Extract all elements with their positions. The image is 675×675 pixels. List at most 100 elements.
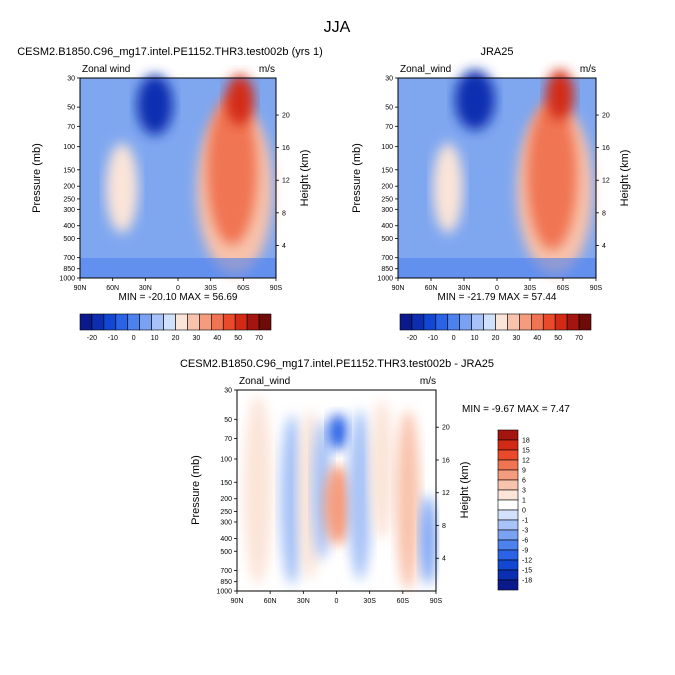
y-tick-label: 30 bbox=[67, 76, 75, 83]
y-tick-label: 30 bbox=[385, 76, 393, 83]
colorbar-swatch bbox=[497, 569, 519, 581]
y-right-tick-label: 4 bbox=[602, 243, 606, 250]
colorbar-label: 50 bbox=[554, 335, 562, 342]
panel-obs-stats: MIN = -21.79 MAX = 57.44 bbox=[438, 292, 557, 303]
panel-model-axes: 305070100150200250300400500700850100090N… bbox=[59, 76, 289, 293]
y-tick-label: 1000 bbox=[216, 589, 232, 596]
y-tick-label: 100 bbox=[63, 144, 75, 151]
obs-jet-south-core bbox=[527, 100, 577, 250]
y-tick-label: 50 bbox=[385, 105, 393, 112]
colorbar-swatch bbox=[399, 313, 413, 331]
y-right-tick-label: 8 bbox=[602, 210, 606, 217]
colorbar-swatch bbox=[497, 519, 519, 531]
colorbar-swatch bbox=[497, 549, 519, 561]
colorbar-swatch bbox=[497, 479, 519, 491]
panel-model-title: CESM2.B1850.C96_mg17.intel.PE1152.THR3.t… bbox=[17, 46, 323, 58]
colorbar-label: 70 bbox=[575, 335, 583, 342]
colorbar-swatch bbox=[542, 313, 556, 331]
colorbar-label: 30 bbox=[512, 335, 520, 342]
colorbar-label: 15 bbox=[522, 448, 530, 455]
diff-band-b bbox=[280, 415, 304, 585]
panel-obs-axes: 305070100150200250300400500700850100090N… bbox=[377, 76, 609, 293]
figure-title: JJA bbox=[324, 19, 351, 36]
y-tick-label: 400 bbox=[381, 223, 393, 230]
panel-diff-subtitle-right: m/s bbox=[420, 376, 436, 387]
colorbar-swatch bbox=[507, 313, 520, 331]
x-tick-label: 60N bbox=[425, 285, 438, 292]
colorbar-label: -6 bbox=[522, 538, 528, 545]
x-tick-label: 60N bbox=[264, 598, 277, 605]
colorbar-label: -3 bbox=[522, 528, 528, 535]
y-tick-label: 250 bbox=[381, 196, 393, 203]
colorbar-label: 0 bbox=[522, 508, 526, 515]
diff-band-e bbox=[348, 410, 372, 580]
x-tick-label: 0 bbox=[495, 285, 499, 292]
colorbar-swatch bbox=[187, 313, 200, 331]
panel-model-stats: MIN = -20.10 MAX = 56.69 bbox=[119, 292, 238, 303]
panel-model-plot bbox=[79, 75, 277, 279]
colorbar-swatch bbox=[103, 313, 117, 331]
y-tick-label: 250 bbox=[220, 509, 232, 516]
colorbar-label: 9 bbox=[522, 468, 526, 475]
colorbar-swatch bbox=[497, 559, 519, 571]
y-right-tick-label: 20 bbox=[442, 425, 450, 432]
x-tick-label: 60S bbox=[557, 285, 570, 292]
colorbar-swatch bbox=[531, 313, 544, 331]
colorbar-swatch bbox=[497, 429, 519, 441]
colorbar-label: 12 bbox=[522, 458, 530, 465]
y-right-tick-label: 8 bbox=[442, 523, 446, 530]
panel-obs-subtitle-left: Zonal_wind bbox=[400, 64, 451, 75]
y-tick-label: 500 bbox=[381, 236, 393, 243]
model-north-jet bbox=[106, 143, 138, 233]
y-right-tick-label: 12 bbox=[442, 490, 450, 497]
colorbar-swatch bbox=[497, 539, 519, 551]
panel-diff-title: CESM2.B1850.C96_mg17.intel.PE1152.THR3.t… bbox=[180, 358, 494, 370]
colorbar-swatch bbox=[423, 313, 437, 331]
x-tick-label: 30S bbox=[363, 598, 376, 605]
y-right-tick-label: 8 bbox=[282, 210, 286, 217]
y-tick-label: 200 bbox=[220, 496, 232, 503]
colorbar-swatch bbox=[447, 313, 460, 331]
colorbar-label: -15 bbox=[522, 568, 532, 575]
colorbar-swatch bbox=[115, 313, 129, 331]
y-right-tick-label: 16 bbox=[442, 457, 450, 464]
colorbar-label: 40 bbox=[213, 335, 221, 342]
colorbar-label: -20 bbox=[87, 335, 97, 342]
colorbar-swatch bbox=[519, 313, 532, 331]
x-tick-label: 90S bbox=[270, 285, 283, 292]
colorbar-label: 50 bbox=[234, 335, 242, 342]
panel-model-ylabel-right: Height (km) bbox=[299, 150, 311, 207]
colorbar-swatch bbox=[435, 313, 449, 331]
colorbar-swatch bbox=[554, 313, 568, 331]
y-tick-label: 400 bbox=[220, 536, 232, 543]
colorbar-swatch bbox=[495, 313, 508, 331]
y-right-tick-label: 16 bbox=[602, 145, 610, 152]
x-tick-label: 60N bbox=[106, 285, 119, 292]
x-tick-label: 0 bbox=[335, 598, 339, 605]
model-jet-top bbox=[226, 75, 254, 125]
y-tick-label: 700 bbox=[381, 255, 393, 262]
colorbar-swatch bbox=[163, 313, 176, 331]
colorbar-swatch bbox=[459, 313, 472, 331]
y-tick-label: 850 bbox=[63, 266, 75, 273]
colorbar-label: -18 bbox=[522, 578, 532, 585]
y-tick-label: 70 bbox=[224, 436, 232, 443]
colorbar-swatch bbox=[497, 509, 519, 521]
y-tick-label: 300 bbox=[63, 207, 75, 214]
colorbar-label: -10 bbox=[108, 335, 118, 342]
colorbar-diff: 18 15 12 9 6 3 1 0 -1 -3 -6 -9 -12 -15 -18 bbox=[497, 429, 532, 591]
diff-band-h bbox=[420, 495, 436, 585]
colorbar-label: 3 bbox=[522, 488, 526, 495]
y-right-tick-label: 4 bbox=[282, 243, 286, 250]
x-tick-label: 90S bbox=[430, 598, 443, 605]
x-tick-label: 30N bbox=[458, 285, 471, 292]
panel-diff-ylabel-right: Height (km) bbox=[459, 462, 471, 519]
y-tick-label: 850 bbox=[220, 579, 232, 586]
colorbar-swatch bbox=[222, 313, 236, 331]
y-tick-label: 700 bbox=[220, 568, 232, 575]
diff-eq-neg bbox=[328, 414, 348, 450]
x-tick-label: 60S bbox=[397, 598, 410, 605]
colorbar-swatch bbox=[497, 469, 519, 481]
panel-model-subtitle-left: Zonal wind bbox=[82, 64, 130, 75]
